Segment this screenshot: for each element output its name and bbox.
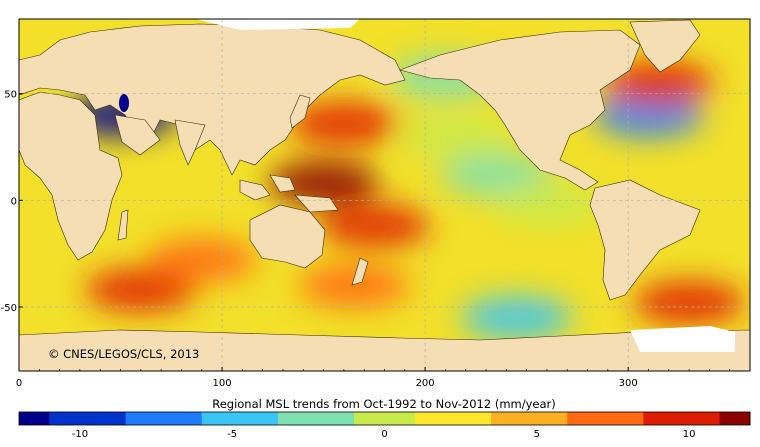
colorbar: -10 -5 0 5 10 [18,411,751,440]
x-tick-label: 200 [416,378,435,389]
colorbar-cell [201,412,218,425]
land-india [174,119,206,166]
colorbar-cell [689,412,705,425]
anomaly-south-atlantic-band [634,280,745,325]
colorbar-cell [293,412,309,425]
colorbar-cell [643,412,660,425]
colorbar-cell [49,412,66,425]
colorbar-tick-label: 5 [534,429,540,440]
colorbar-cell [308,412,325,425]
colorbar-cell [414,412,431,425]
colorbar-cell [582,412,599,425]
land-africa [19,91,123,261]
colorbar-cell [140,412,157,425]
colorbar-cell [338,412,355,425]
land-antarctica [19,329,750,371]
colorbar-cell [506,412,523,425]
anomaly-southern-ocean-south-pacific [461,295,572,340]
land-arabia [114,114,161,156]
ice-layer [195,19,735,352]
colorbar-cell [354,412,370,425]
colorbar-cell [64,412,81,425]
colorbar-cell [658,412,675,425]
x-tick-label: 300 [619,378,638,389]
colorbar-cell [277,412,294,425]
colorbar-cell [125,412,142,425]
land-australia [249,204,326,269]
colorbar-cell [323,412,340,425]
ice-arctic [195,19,360,30]
colorbar-cell [612,412,629,425]
colorbar-cell [399,412,416,425]
map-grid [19,19,750,371]
colorbar-cell [628,412,644,425]
colorbar-cell [567,412,583,425]
colorbar-tick-label: -5 [227,429,237,440]
y-axis: 50 0 -50 [1,90,23,314]
y-tick-label: -50 [1,303,17,314]
colorbar-cell [247,412,264,425]
anomaly-south-west-pacific [319,203,430,248]
x-axis: 0 100 200 300 [16,367,731,389]
y-tick-label: 0 [11,196,17,207]
colorbar-cell [597,412,614,425]
colorbar-cell [19,412,35,425]
colorbar-tick-label: -10 [72,429,88,440]
colorbar-cell [34,412,50,425]
colorbar-cell [110,412,127,425]
colorbar-cell [369,412,385,425]
colorbar-cell [475,412,492,425]
ice-antarctic-patch [630,326,735,352]
land-se-asia-islands [239,174,339,213]
anomaly-indian-ocean-south [146,238,257,283]
colorbar-title: Regional MSL trends from Oct-1992 to Nov… [212,397,556,411]
colorbar-tick-label: 10 [683,429,696,440]
colorbar-cell [460,412,477,425]
land-japan [289,94,311,129]
colorbar-cell [95,412,111,425]
colorbar-cell [704,412,721,425]
anomaly-equatorial-east-pacific [491,182,602,227]
land-south-america [589,179,701,301]
colorbar-cell [216,412,233,425]
colorbar-cell [521,412,538,425]
colorbar-cell [232,412,248,425]
colorbar-tick-label: 0 [381,429,387,440]
colorbar-cell [445,412,462,425]
caspian-sea [119,94,129,112]
colorbar-cell [552,412,568,425]
colorbar-cell [673,412,690,425]
colorbar-cell [262,412,279,425]
land-new-zealand [351,257,369,286]
colorbar-cell [79,412,96,425]
map-plot-area [19,19,750,371]
colorbar-cell [719,412,736,425]
anomaly-kuroshio-band [288,101,399,146]
colorbar-cell [430,412,446,425]
anomaly-tasman-region [299,263,410,308]
land-layer [19,19,750,371]
y-tick-label: 50 [4,90,17,101]
copyright-label: © CNES/LEGOS/CLS, 2013 [48,347,199,361]
colorbar-cell [384,412,401,425]
land-greenland [629,19,701,73]
colorbar-cell [186,412,203,425]
x-tick-label: 100 [213,378,232,389]
colorbar-cell [156,412,172,425]
colorbar-frame [18,411,751,426]
anomaly-central-north-pacific [400,114,511,159]
anomaly-gulf-stream-extension [593,93,704,137]
colorbar-cell [171,412,188,425]
anomaly-west-pacific-warm-pool [268,161,379,206]
colorbar-cell [536,412,553,425]
x-tick-label: 0 [16,378,22,389]
colorbar-cell [734,412,751,425]
colorbar-cell [491,412,507,425]
land-north-america [399,29,641,191]
land-madagascar [117,209,129,241]
anomaly-southern-indian-ocean-band [85,267,196,312]
